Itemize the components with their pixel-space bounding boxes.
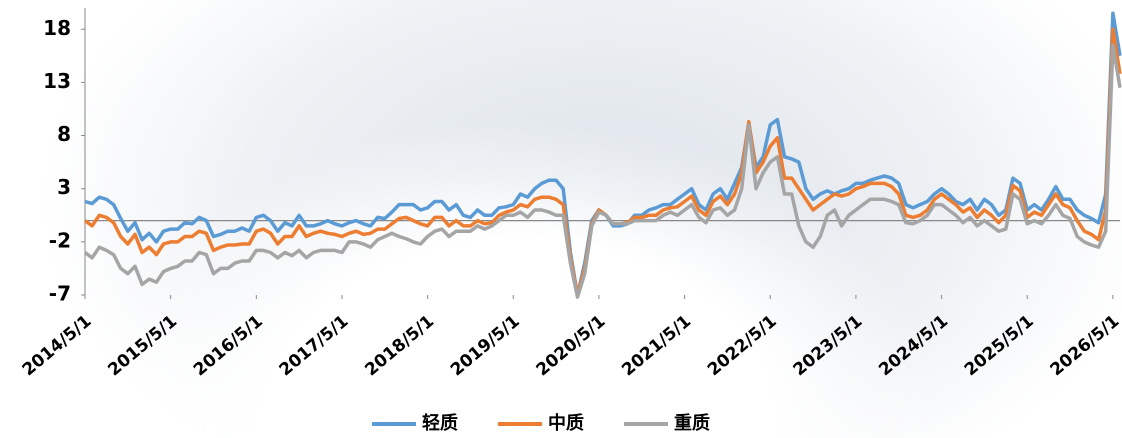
legend-label: 重质 [674, 412, 710, 434]
x-tick-label: 2022/5/1 [704, 311, 781, 380]
y-tick-label: 18 [43, 16, 71, 40]
y-tick-label: -2 [49, 228, 71, 252]
legend-label: 轻质 [422, 412, 458, 434]
x-tick-label: 2023/5/1 [790, 311, 867, 380]
series-line [83, 43, 1122, 299]
x-tick-label: 2024/5/1 [875, 311, 952, 380]
x-tick-label: 2019/5/1 [447, 311, 524, 380]
x-tick-label: 2016/5/1 [190, 311, 267, 380]
series-line [83, 27, 1122, 297]
x-tick-label: 2014/5/1 [19, 311, 96, 380]
y-tick-label: 13 [43, 69, 71, 93]
y-tick-label: -7 [49, 282, 71, 306]
x-tick-label: 2018/5/1 [361, 311, 438, 380]
x-tick-label: 2021/5/1 [618, 311, 695, 380]
x-tick-label: 2020/5/1 [533, 311, 610, 380]
x-tick-label: 2026/5/1 [1047, 311, 1122, 380]
y-tick-label: 3 [57, 175, 71, 199]
series-line [84, 11, 1122, 297]
x-tick-label: 2017/5/1 [276, 311, 353, 380]
y-tick-label: 8 [57, 122, 71, 146]
legend-label: 中质 [548, 412, 584, 434]
x-tick-label: 2015/5/1 [104, 311, 181, 380]
x-tick-label: 2025/5/1 [961, 311, 1038, 380]
